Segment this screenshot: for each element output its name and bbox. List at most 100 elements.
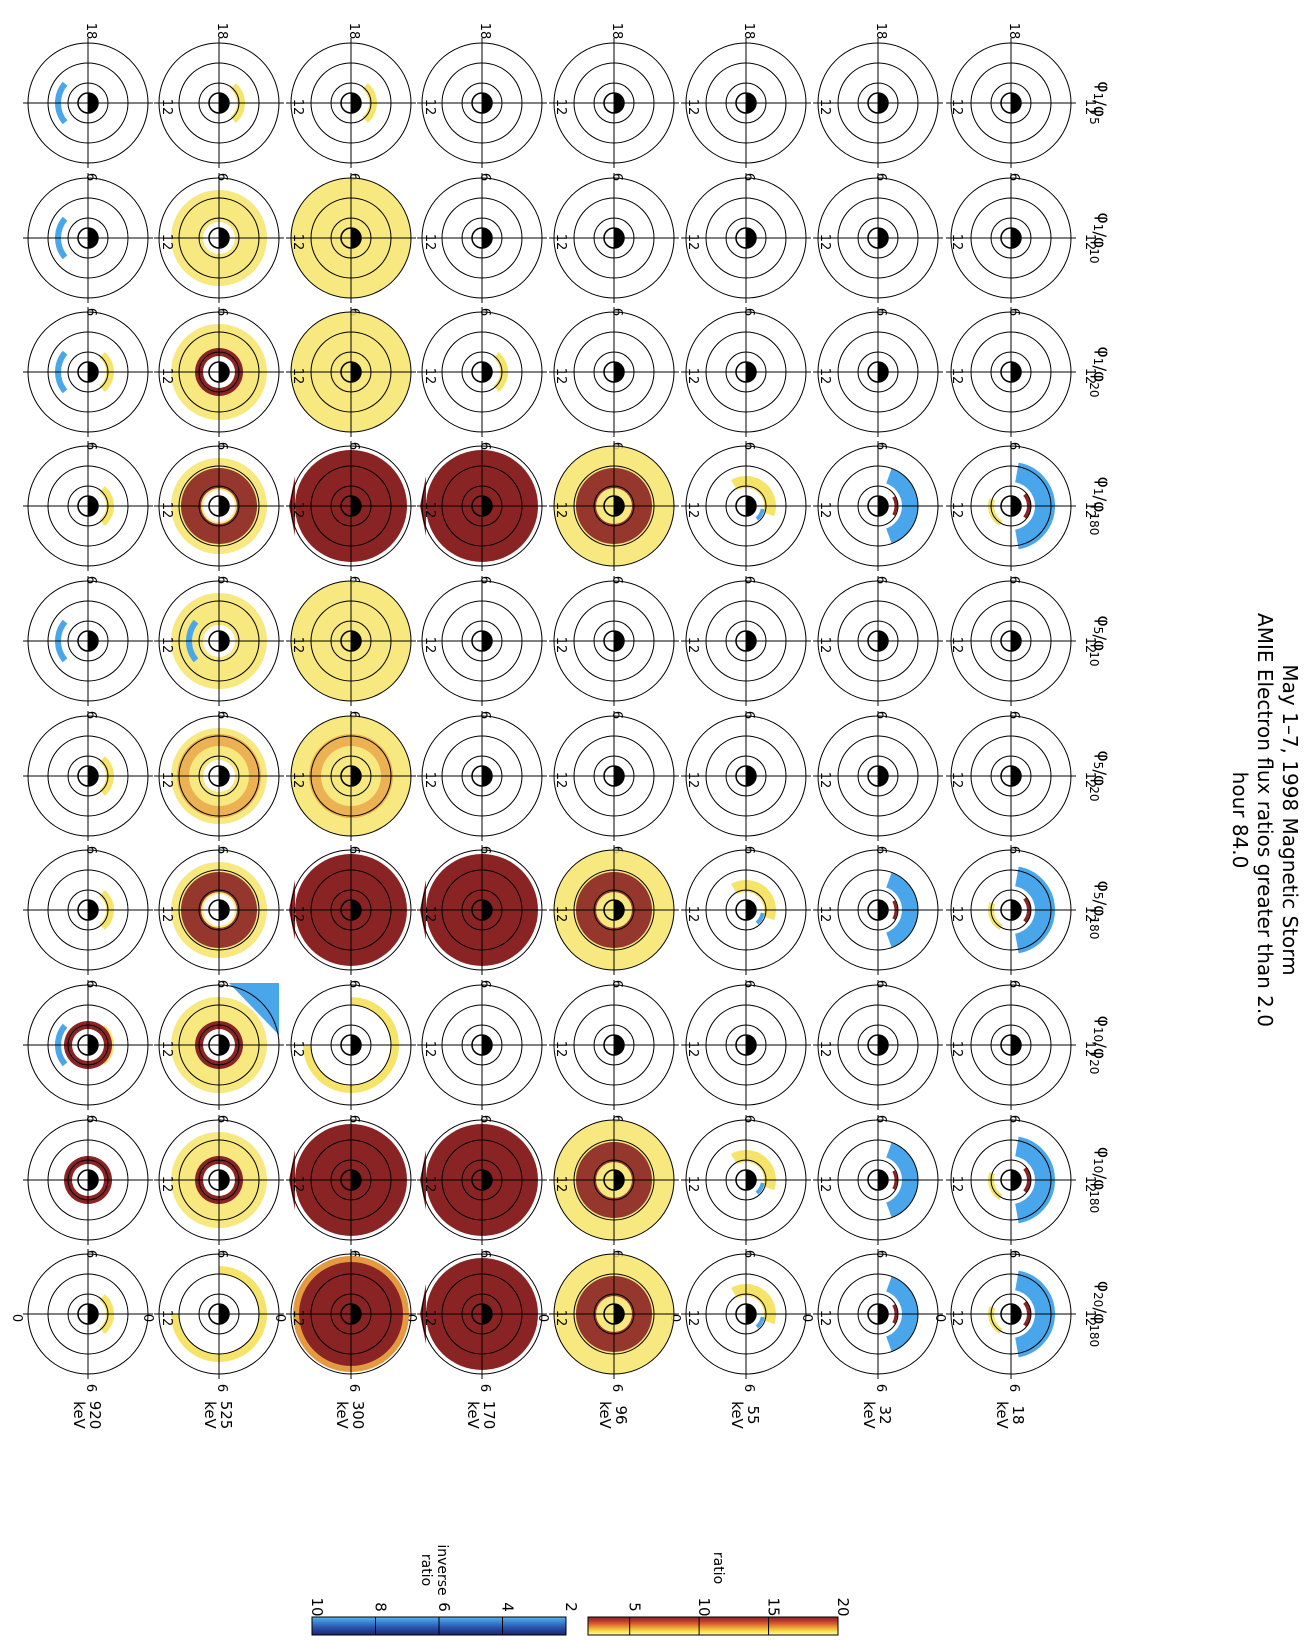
- mlt-label-12: 12: [949, 906, 964, 923]
- mlt-label-12: 12: [553, 368, 568, 385]
- night-side-half: [219, 1304, 229, 1324]
- energy-unit: keV: [596, 1401, 614, 1429]
- mlt-label-12: 12: [553, 772, 568, 789]
- energy-value: 525: [217, 1401, 235, 1430]
- mlt-label-6: 6: [873, 1115, 888, 1123]
- mlt-label-6: 6: [1006, 711, 1021, 719]
- night-side-half: [219, 1035, 229, 1055]
- polar-panel: 126: [154, 307, 305, 450]
- yellow-patch: [731, 880, 776, 921]
- mlt-label-12: 12: [159, 772, 174, 789]
- panel-grid: 1218612612612612612612612612612601218612…: [9, 23, 1097, 1392]
- polar-panel: 126: [286, 980, 437, 1123]
- mlt-label-12: 12: [949, 772, 964, 789]
- night-side-half: [746, 228, 756, 248]
- pole-circle: [735, 361, 757, 383]
- mlt-label-12: 12: [817, 637, 832, 654]
- mlt-label-6: 6: [741, 711, 756, 719]
- night-side-half: [878, 631, 888, 651]
- red-inner-ring: [64, 1021, 112, 1069]
- blue-corner: [229, 983, 279, 1035]
- night-side-half: [1011, 1304, 1021, 1324]
- yellow-arc: [171, 1266, 267, 1362]
- night-side-half: [482, 766, 492, 786]
- pole-circle: [208, 1034, 230, 1056]
- mlt-label-0: 0: [535, 1314, 550, 1322]
- polar-panel: 126: [681, 441, 832, 584]
- yellow-ring: [171, 593, 267, 689]
- mlt-label-6: 6: [214, 576, 229, 584]
- mlt-label-18: 18: [477, 23, 492, 40]
- pole-circle: [603, 495, 625, 517]
- pole-circle: [340, 227, 362, 249]
- inverse-colorbar-label-1: inverse: [434, 1544, 450, 1595]
- mlt-label-12: 12: [685, 1176, 700, 1193]
- pole-circle: [867, 227, 889, 249]
- mlt-label-6: 6: [741, 980, 756, 988]
- mlt-label-6: 6: [609, 980, 624, 988]
- pole-circle: [1000, 1169, 1022, 1191]
- polar-panel: 12 18 6: [681, 23, 832, 181]
- pole-circle: [1000, 1034, 1022, 1056]
- mlt-label-12: 12: [553, 99, 568, 116]
- polar-panel: 126: [154, 1115, 305, 1258]
- header-text: /: [1089, 365, 1109, 371]
- pole-circle: [735, 227, 757, 249]
- energy-unit: keV: [993, 1401, 1011, 1429]
- pole-circle: [77, 1169, 99, 1191]
- polar-panel: 126: [154, 173, 305, 316]
- subscript: 1: [1091, 224, 1105, 232]
- ratio-colorbar-bar: [587, 1616, 839, 1636]
- mlt-label-12: 12: [1082, 99, 1097, 116]
- column-header: φ20/φ180: [1087, 1281, 1113, 1347]
- mlt-label-12: 12: [422, 637, 437, 654]
- night-side-half: [1011, 1035, 1021, 1055]
- pole-circle: [1000, 495, 1022, 517]
- energy-value: 920: [86, 1401, 104, 1430]
- yellow-patch: [731, 476, 776, 517]
- polar-panel: 126: [681, 173, 832, 316]
- polar-panel: 12 6 0: [667, 1249, 832, 1392]
- header-text: /: [1089, 1307, 1109, 1313]
- subscript: 10: [1087, 248, 1101, 263]
- pole-circle: [471, 361, 493, 383]
- night-side-half: [878, 93, 888, 113]
- pole-circle: [1000, 630, 1022, 652]
- mlt-label-6: 6: [83, 1115, 98, 1123]
- subscript: 20: [1087, 1059, 1101, 1074]
- column-header: φ1/φ180: [1087, 477, 1113, 536]
- red-inner-ring: [195, 1156, 243, 1204]
- header-text: /: [1089, 100, 1109, 106]
- pole-circle: [735, 1303, 757, 1325]
- mlt-label-12: 12: [1082, 1310, 1097, 1327]
- polar-panel: 126: [813, 173, 964, 316]
- header-text: /: [1089, 1042, 1109, 1048]
- mlt-label-6: 6: [346, 980, 361, 988]
- pole-circle: [77, 361, 99, 383]
- colorbar-tick-label: 6: [435, 1602, 453, 1612]
- header-text: φ: [1089, 1313, 1109, 1324]
- mlt-label-6: 6: [609, 1115, 624, 1123]
- pole-circle: [603, 1034, 625, 1056]
- mlt-label-12: 12: [159, 1310, 174, 1327]
- subscript: 20: [1087, 786, 1101, 801]
- night-side-half: [88, 228, 98, 248]
- night-side-half: [351, 1304, 361, 1324]
- polar-panel: 126: [681, 1115, 832, 1258]
- polar-panel: 126: [417, 1115, 568, 1258]
- mlt-label-12: 12: [422, 1310, 437, 1327]
- subscript: 5: [1091, 762, 1105, 770]
- night-side-half: [1011, 766, 1021, 786]
- colorbar-tick-label: 5: [626, 1602, 644, 1612]
- night-side-half: [878, 900, 888, 920]
- red-ring: [575, 871, 652, 949]
- night-side-half: [351, 631, 361, 651]
- energy-unit: keV: [860, 1401, 878, 1429]
- mlt-label-6: 6: [873, 711, 888, 719]
- polar-panel: 126: [23, 441, 174, 584]
- polar-panel: 12 18 6: [154, 23, 305, 181]
- title-line-1: May 1–7, 1998 Magnetic Storm: [1278, 664, 1302, 975]
- night-side-half: [88, 900, 98, 920]
- energy-value: 32: [876, 1405, 894, 1424]
